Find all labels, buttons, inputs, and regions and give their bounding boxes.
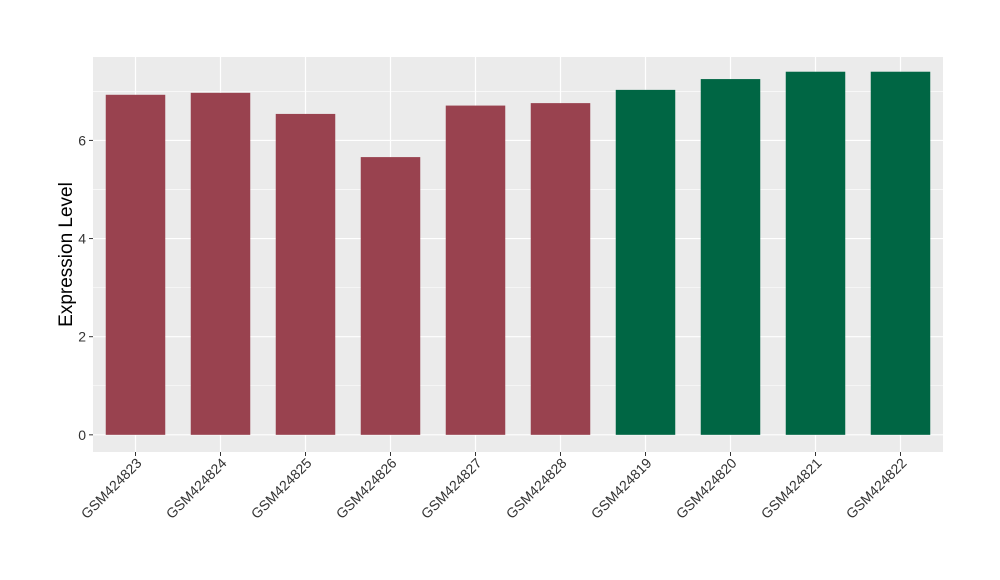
x-axis: GSM424823 GSM424824 GSM424825 GSM424826 GSM4… [78,452,910,522]
y-tick-label: 2 [78,329,86,345]
x-tick-label: GSM424827 [418,455,485,522]
x-tick-label: GSM424822 [843,455,910,522]
bar [785,71,846,435]
bars [105,71,931,435]
x-tick-label: GSM424825 [248,455,315,522]
bar [360,157,421,435]
x-tick-label: GSM424826 [333,455,400,522]
x-tick-label: GSM424821 [758,455,825,522]
bar [870,71,931,435]
bar [275,113,336,435]
y-tick-label: 0 [78,427,86,443]
y-axis: 0 2 4 6 [78,132,93,443]
y-axis-title: Expression Level [56,182,77,327]
x-tick-label: GSM424828 [503,455,570,522]
y-tick-label: 6 [78,132,86,148]
bar [615,89,676,435]
x-tick-label: GSM424824 [163,455,230,522]
x-tick-label: GSM424823 [78,455,145,522]
bar [105,94,166,435]
bar [530,103,591,435]
bar [700,79,761,435]
y-tick-label: 4 [78,231,86,247]
bar [190,92,251,435]
x-tick-label: GSM424820 [673,455,740,522]
x-tick-label: GSM424819 [588,455,655,522]
bar [445,105,506,435]
